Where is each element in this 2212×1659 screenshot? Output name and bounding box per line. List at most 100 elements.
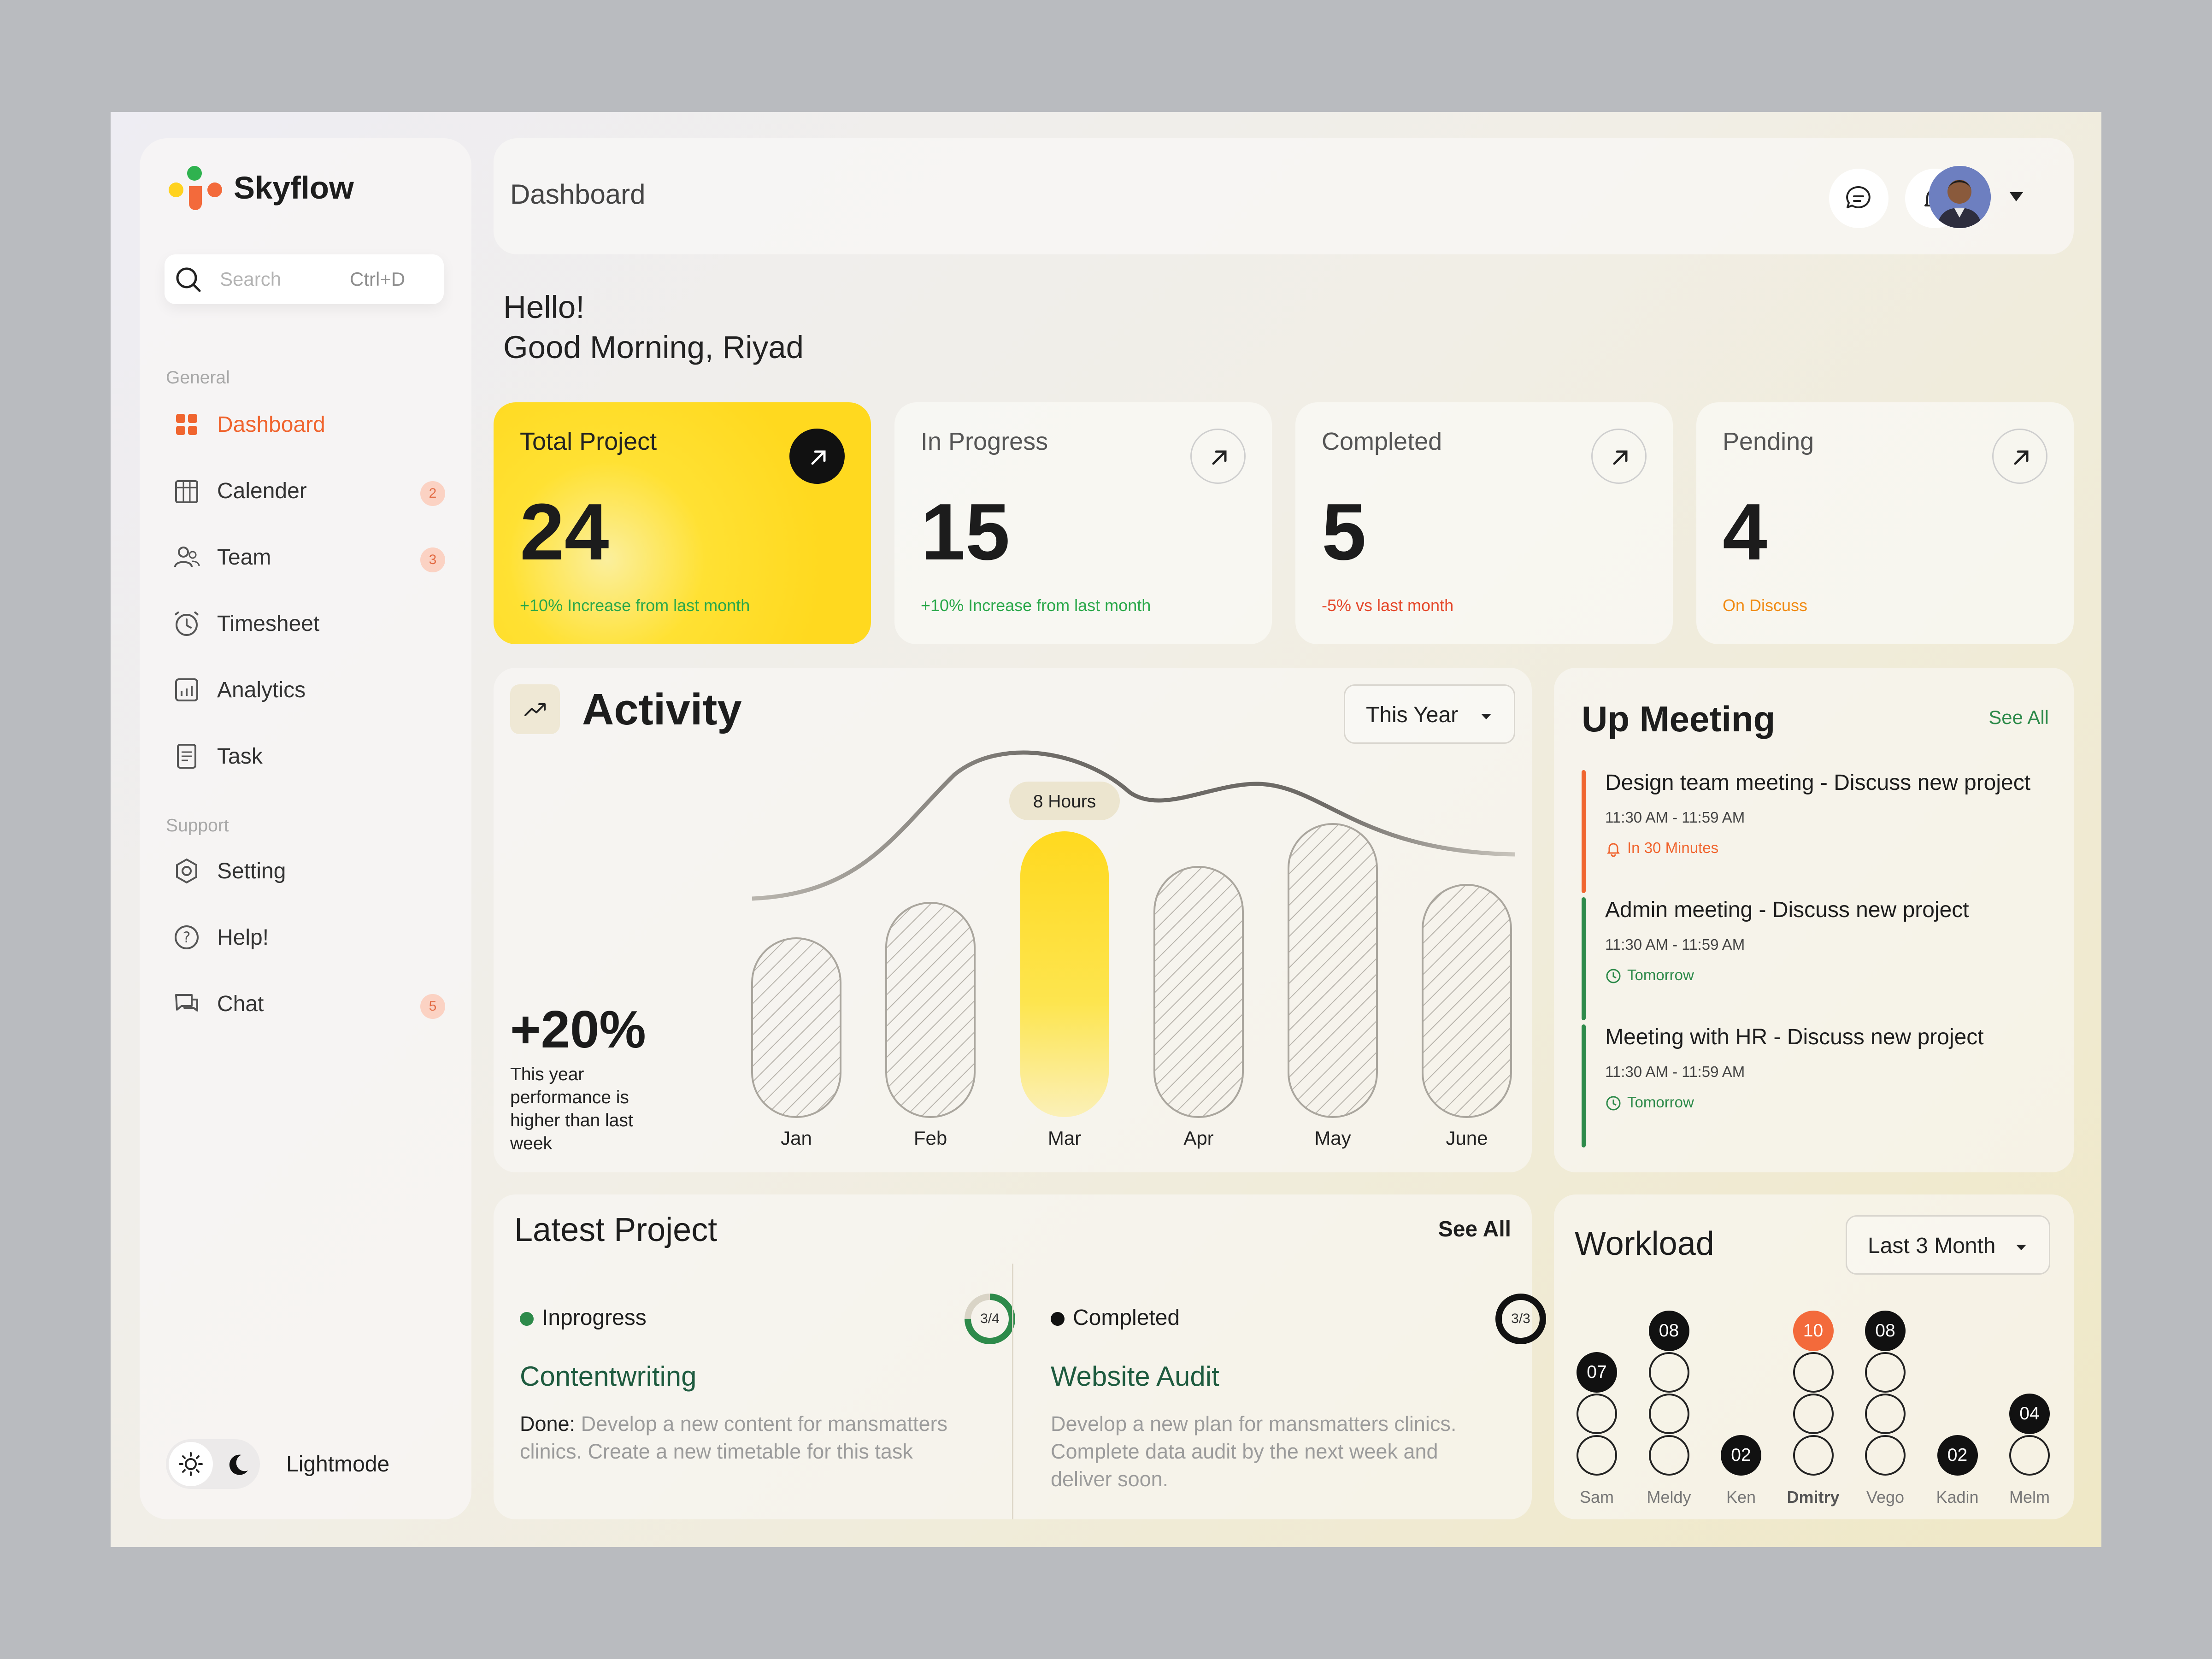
arrow-up-right-icon bbox=[1212, 450, 1227, 465]
meeting-accent bbox=[1582, 1024, 1586, 1147]
done-label: Done: bbox=[520, 1412, 576, 1435]
meeting-item[interactable]: Meeting with HR - Discuss new project 11… bbox=[1582, 1024, 2052, 1147]
x-tick-label: June bbox=[1446, 1127, 1488, 1149]
activity-percent: +20% bbox=[510, 1000, 646, 1059]
stat-card-pending[interactable]: Pending 4 On Discuss bbox=[1696, 402, 2074, 644]
calendar-icon bbox=[175, 480, 198, 503]
open-stat-button[interactable] bbox=[1992, 429, 2047, 484]
nav-label: Team bbox=[217, 545, 271, 570]
nav-help[interactable]: ? Help! bbox=[166, 917, 445, 958]
grid-icon bbox=[176, 414, 197, 435]
stat-subtext: +10% Increase from last month bbox=[921, 596, 1151, 615]
open-stat-button[interactable] bbox=[1591, 429, 1647, 484]
activity-range-dropdown[interactable]: This Year bbox=[1344, 684, 1515, 744]
notification-badge: 5 bbox=[420, 994, 445, 1019]
workload-slot bbox=[1793, 1352, 1834, 1393]
avatar[interactable] bbox=[1929, 166, 1991, 228]
workload-slot bbox=[1577, 1394, 1617, 1434]
bar-may[interactable] bbox=[1288, 823, 1378, 1118]
workload-count: 02 bbox=[1721, 1435, 1761, 1476]
up-meeting-card: Up Meeting See All Design team meeting -… bbox=[1554, 668, 2074, 1172]
bar-mar[interactable] bbox=[1020, 831, 1109, 1117]
workload-count: 10 bbox=[1793, 1311, 1834, 1351]
nav-label: Task bbox=[217, 744, 263, 769]
nav-team[interactable]: Team 3 bbox=[166, 536, 445, 578]
see-all-meetings-link[interactable]: See All bbox=[1988, 706, 2049, 728]
nav-timesheet[interactable]: Timesheet bbox=[166, 603, 445, 644]
stat-card-total-project[interactable]: Total Project 24 +10% Increase from last… bbox=[494, 402, 871, 644]
nav-label: Analytics bbox=[217, 678, 306, 702]
project-item[interactable]: Inprogress 3/4 Contentwriting Done: Deve… bbox=[520, 1291, 1018, 1512]
bar-apr[interactable] bbox=[1153, 866, 1244, 1118]
project-item[interactable]: Completed 3/3 Website Audit Develop a ne… bbox=[1051, 1291, 1548, 1512]
workload-column-sam[interactable]: 07 Sam bbox=[1569, 1194, 1624, 1519]
workload-person-name: Melm bbox=[2009, 1488, 2050, 1506]
meeting-time: 11:30 AM - 11:59 AM bbox=[1605, 1063, 1745, 1080]
nav-dashboard[interactable]: Dashboard bbox=[166, 404, 445, 445]
sun-icon[interactable] bbox=[169, 1442, 213, 1486]
latest-project-card: Latest Project See All Inprogress 3/4 Co… bbox=[494, 1194, 1546, 1519]
messages-button[interactable] bbox=[1829, 169, 1888, 228]
nav-calender[interactable]: Calender 2 bbox=[166, 470, 445, 512]
nav-task[interactable]: Task bbox=[166, 735, 445, 777]
workload-range-dropdown[interactable]: Last 3 Month bbox=[1846, 1215, 2050, 1275]
progress-label: 3/4 bbox=[980, 1311, 1000, 1326]
chevron-down-icon bbox=[1481, 714, 1491, 719]
see-all-projects-link[interactable]: See All bbox=[1438, 1217, 1511, 1241]
stat-value: 4 bbox=[1723, 487, 1767, 577]
theme-toggle[interactable]: Lightmode bbox=[166, 1439, 442, 1489]
greeting-message: Good Morning, Riyad bbox=[503, 329, 804, 365]
analytics-icon bbox=[175, 678, 198, 701]
alarm-clock-icon bbox=[174, 611, 199, 636]
chevron-down-icon[interactable] bbox=[2006, 187, 2027, 207]
workload-slot bbox=[1648, 1394, 1689, 1434]
x-tick-label: Mar bbox=[1048, 1127, 1081, 1149]
open-stat-button[interactable] bbox=[789, 429, 845, 484]
activity-card: Jan Feb Mar Apr May June 8 Hours Activity Thi… bbox=[494, 668, 1532, 1172]
meeting-accent bbox=[1582, 770, 1586, 893]
project-description: Done: Develop a new content for mansmatt… bbox=[520, 1410, 962, 1465]
workload-column-ken[interactable]: 02 Ken bbox=[1713, 1194, 1769, 1519]
workload-person-name: Meldy bbox=[1647, 1488, 1691, 1506]
workload-column-dmitry[interactable]: 10 Dmitry bbox=[1786, 1194, 1841, 1519]
workload-column-kadin[interactable]: 02 Kadin bbox=[1930, 1194, 1985, 1519]
page-title: Dashboard bbox=[510, 179, 646, 210]
bar-jan[interactable] bbox=[751, 937, 841, 1118]
nav-setting[interactable]: Setting bbox=[166, 850, 445, 892]
status-dot bbox=[1051, 1312, 1065, 1326]
stat-subtext: -5% vs last month bbox=[1322, 596, 1454, 615]
project-status-label: Inprogress bbox=[542, 1306, 647, 1330]
workload-column-vego[interactable]: 08 Vego bbox=[1858, 1194, 1913, 1519]
search-box[interactable]: Search Ctrl+D bbox=[165, 254, 444, 304]
search-shortcut: Ctrl+D bbox=[350, 268, 406, 290]
moon-icon[interactable] bbox=[216, 1442, 260, 1486]
meeting-item[interactable]: Design team meeting - Discuss new projec… bbox=[1582, 770, 2052, 893]
stat-card-completed[interactable]: Completed 5 -5% vs last month bbox=[1295, 402, 1673, 644]
workload-column-melm[interactable]: 04 Melm bbox=[2002, 1194, 2057, 1519]
meeting-item[interactable]: Admin meeting - Discuss new project 11:3… bbox=[1582, 897, 2052, 1020]
workload-count: 04 bbox=[2009, 1394, 2050, 1434]
dropdown-value: Last 3 Month bbox=[1868, 1234, 1996, 1258]
nav-chat[interactable]: Chat 5 bbox=[166, 983, 445, 1024]
project-desc-text: Develop a new content for mansmatters cl… bbox=[520, 1412, 947, 1463]
theme-switch[interactable] bbox=[166, 1439, 260, 1489]
divider bbox=[1012, 1264, 1013, 1519]
stat-value: 24 bbox=[520, 487, 609, 577]
bell-icon bbox=[1607, 843, 1620, 857]
svg-text:?: ? bbox=[183, 929, 191, 946]
meeting-name: Meeting with HR - Discuss new project bbox=[1605, 1025, 1984, 1049]
bar-feb[interactable] bbox=[885, 902, 976, 1118]
greeting-hello: Hello! bbox=[503, 289, 585, 325]
workload-column-meldy[interactable]: 08 Meldy bbox=[1641, 1194, 1697, 1519]
meeting-due: Tomorrow bbox=[1605, 966, 1694, 984]
theme-label: Lightmode bbox=[286, 1452, 390, 1477]
nav-analytics[interactable]: Analytics bbox=[166, 669, 445, 711]
open-stat-button[interactable] bbox=[1190, 429, 1246, 484]
bar-june[interactable] bbox=[1422, 884, 1512, 1118]
stat-card-in-progress[interactable]: In Progress 15 +10% Increase from last m… bbox=[894, 402, 1272, 644]
notification-badge: 3 bbox=[420, 547, 445, 572]
workload-person-name: Ken bbox=[1726, 1488, 1756, 1506]
project-name: Website Audit bbox=[1051, 1361, 1219, 1392]
project-status: Completed bbox=[1051, 1305, 1180, 1330]
team-icon bbox=[174, 547, 200, 567]
